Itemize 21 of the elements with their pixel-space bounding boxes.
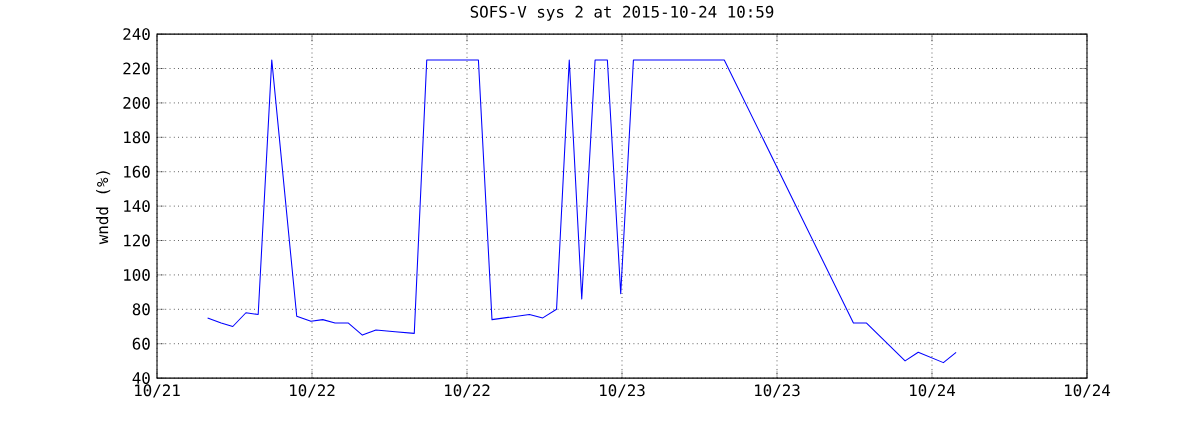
y-tick-label: 240 <box>123 28 150 41</box>
line-series <box>207 59 957 364</box>
y-tick-label: 40 <box>132 372 150 385</box>
y-tick-label: 100 <box>124 268 150 281</box>
y-tick-label: 80 <box>132 303 150 316</box>
y-tick-label: 120 <box>124 234 150 247</box>
x-tick-label: 10/24 <box>1065 384 1111 398</box>
x-tick-label: 10/22 <box>290 384 335 398</box>
x-tick-label: 10/23 <box>600 384 645 398</box>
x-tick-label: 10/23 <box>755 384 800 398</box>
chart-title: SOFS-V sys 2 at 2015-10-24 10:59 <box>470 5 774 21</box>
y-tick-label: 140 <box>124 200 150 213</box>
y-tick-label: 60 <box>132 337 150 350</box>
x-tick-label: 10/22 <box>445 384 490 398</box>
y-tick-label: 200 <box>123 96 150 109</box>
y-tick-label: 180 <box>124 131 150 144</box>
y-tick-label: 160 <box>124 165 150 178</box>
y-axis-title: wndd (%) <box>96 171 111 245</box>
x-tick-label: 10/24 <box>910 384 956 398</box>
x-tick-label: 10/21 <box>135 384 180 398</box>
y-tick-label: 220 <box>123 62 150 75</box>
